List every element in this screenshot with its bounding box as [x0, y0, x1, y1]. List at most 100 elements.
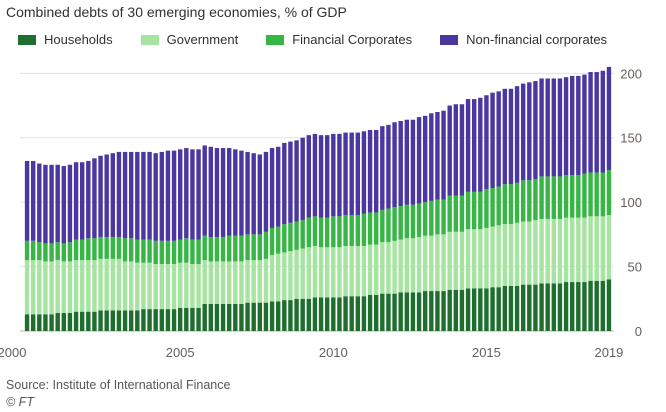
bar-segment-non-financial-corporates-9	[79, 162, 85, 240]
bar-segment-households-33	[226, 303, 232, 331]
bar-segment-government-72	[465, 229, 471, 289]
bar-segment-financial-corporates-56	[367, 212, 373, 245]
bar-segment-households-65	[422, 291, 428, 331]
bar-segment-households-82	[527, 284, 532, 331]
bar-segment-non-financial-corporates-15	[116, 151, 122, 237]
bar-segment-government-55	[361, 245, 367, 297]
bar-segment-non-financial-corporates-90	[576, 75, 581, 176]
bar-segment-financial-corporates-60	[392, 207, 397, 241]
bar-segment-government-44	[294, 249, 299, 299]
legend-item-non-financial-corporates: Non-financial corporates	[440, 32, 607, 47]
bar-segment-households-55	[361, 296, 367, 331]
bar-segment-households-6	[61, 312, 67, 331]
bar-segment-households-42	[282, 300, 287, 331]
bar-segment-households-1	[30, 314, 36, 331]
bar-segment-financial-corporates-11	[92, 238, 97, 261]
bar-segment-government-19	[141, 262, 146, 310]
bar-segment-households-38	[257, 302, 263, 331]
bar-segment-non-financial-corporates-68	[441, 110, 446, 200]
bar-segment-financial-corporates-39	[263, 231, 269, 259]
bar-segment-non-financial-corporates-33	[226, 148, 232, 236]
debt-stacked-bar-chart: 0 50 100 150 200 2000 2005 2010 2015 2019	[0, 66, 642, 360]
bar-segment-households-80	[514, 285, 520, 331]
bar-segment-financial-corporates-77	[496, 186, 501, 226]
bar-segment-households-92	[588, 280, 593, 331]
bar-segment-households-30	[208, 303, 214, 331]
bar-segment-government-9	[79, 260, 85, 312]
bar-segment-non-financial-corporates-12	[98, 155, 103, 237]
bar-segment-financial-corporates-7	[67, 242, 73, 262]
bar-segment-government-25	[177, 262, 183, 308]
bar-segment-non-financial-corporates-8	[73, 162, 79, 240]
bar-segment-non-financial-corporates-40	[269, 148, 275, 228]
bar-segment-government-30	[208, 261, 214, 304]
legend-item-government: Government	[140, 32, 239, 47]
bar-segment-households-27	[190, 307, 195, 331]
legend-label-government: Government	[166, 32, 239, 47]
bar-segment-non-financial-corporates-35	[239, 150, 244, 236]
bar-segment-government-90	[576, 217, 581, 283]
bar-segment-government-83	[533, 220, 538, 285]
y-tick-label-200: 200	[620, 66, 642, 81]
bar-segment-financial-corporates-1	[30, 240, 36, 261]
bar-segment-non-financial-corporates-10	[86, 160, 91, 239]
y-tick-label-100: 100	[620, 195, 642, 210]
bar-segment-households-60	[392, 293, 397, 331]
bar-segment-financial-corporates-42	[282, 224, 287, 253]
bar-segment-government-59	[386, 242, 391, 294]
bar-segment-government-80	[514, 222, 520, 286]
bar-segment-financial-corporates-55	[361, 213, 367, 246]
y-tick-label-150: 150	[620, 131, 642, 146]
bar-segment-government-43	[288, 251, 293, 301]
x-tick-label-2015: 2015	[472, 345, 501, 360]
bar-segment-non-financial-corporates-91	[582, 74, 587, 174]
bar-segment-non-financial-corporates-80	[514, 86, 520, 183]
bar-segment-financial-corporates-32	[220, 236, 226, 262]
bar-segment-non-financial-corporates-86	[551, 78, 557, 177]
bar-segment-government-12	[98, 258, 103, 311]
bar-segment-non-financial-corporates-43	[288, 141, 293, 223]
bar-segment-households-47	[312, 297, 318, 331]
bar-segment-financial-corporates-73	[471, 191, 477, 230]
bar-segment-non-financial-corporates-37	[251, 153, 256, 235]
bar-segment-non-financial-corporates-69	[447, 105, 452, 196]
bar-segment-financial-corporates-47	[312, 216, 318, 246]
bar-segment-non-financial-corporates-58	[380, 126, 385, 210]
bar-segment-government-4	[49, 261, 54, 315]
bar-segment-government-82	[527, 221, 532, 285]
bar-segment-financial-corporates-93	[594, 172, 599, 217]
chart-credit: © FT	[6, 395, 34, 409]
bar-segment-non-financial-corporates-11	[92, 158, 97, 239]
bar-segment-households-63	[410, 292, 416, 331]
bar-segment-households-72	[465, 288, 471, 331]
bar-segment-households-62	[404, 292, 410, 331]
bar-segment-financial-corporates-66	[429, 200, 434, 236]
bar-segment-government-13	[104, 258, 109, 311]
bar-segment-financial-corporates-88	[563, 175, 569, 218]
bar-segment-government-6	[61, 261, 67, 313]
bar-segment-households-22	[159, 309, 165, 331]
bar-segment-government-76	[490, 226, 495, 288]
bar-segment-financial-corporates-71	[459, 195, 465, 232]
bar-segment-non-financial-corporates-3	[43, 164, 48, 244]
bar-segment-government-69	[447, 231, 452, 290]
bar-segment-non-financial-corporates-83	[533, 81, 538, 179]
bar-segment-non-financial-corporates-28	[196, 149, 201, 240]
bar-segment-households-3	[43, 314, 48, 331]
bar-segment-non-financial-corporates-93	[594, 72, 599, 173]
bar-segment-financial-corporates-9	[79, 239, 85, 261]
x-tick-label-2010: 2010	[319, 345, 348, 360]
bar-segment-non-financial-corporates-82	[527, 82, 532, 181]
bar-segment-households-51	[337, 297, 342, 331]
bar-segment-households-36	[245, 302, 250, 331]
bar-segment-government-34	[233, 261, 238, 304]
bar-segment-government-16	[122, 261, 128, 311]
bar-segment-non-financial-corporates-88	[563, 77, 569, 176]
bar-segment-non-financial-corporates-74	[478, 97, 483, 192]
bar-segment-households-26	[184, 307, 189, 331]
bar-segment-non-financial-corporates-50	[331, 133, 336, 217]
bar-segment-financial-corporates-94	[600, 172, 606, 217]
bar-segment-households-69	[447, 289, 452, 331]
bar-segment-government-77	[496, 225, 501, 288]
bar-segment-households-45	[300, 298, 305, 331]
